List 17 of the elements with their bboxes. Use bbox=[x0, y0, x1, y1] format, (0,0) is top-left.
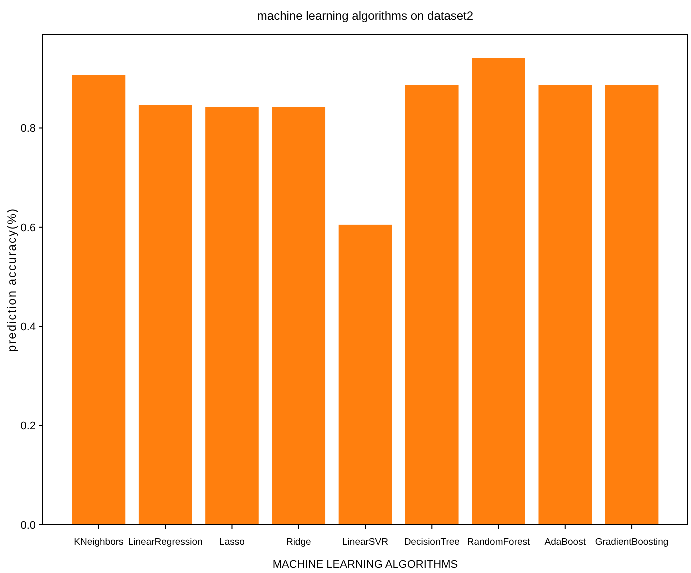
x-tick-label: RandomForest bbox=[467, 537, 531, 548]
x-tick-label: Ridge bbox=[286, 537, 312, 548]
x-tick-label: AdaBoost bbox=[544, 537, 586, 548]
y-tick-label: 0.4 bbox=[20, 321, 36, 334]
x-tick-label: LinearSVR bbox=[342, 537, 389, 548]
x-axis-title: MACHINE LEARNING ALGORITHMS bbox=[272, 559, 458, 571]
y-tick-label: 0.0 bbox=[20, 520, 36, 532]
x-tick-label: GradientBoosting bbox=[595, 537, 669, 548]
chart-title: machine learning algorithms on dataset2 bbox=[257, 9, 474, 23]
x-tick-label: LinearRegression bbox=[128, 537, 203, 548]
x-tick-label: KNeighbors bbox=[74, 537, 124, 548]
y-tick-label: 0.6 bbox=[20, 222, 36, 234]
y-tick-label: 0.2 bbox=[20, 420, 36, 433]
x-tick-label: DecisionTree bbox=[404, 537, 460, 548]
x-tick-label: Lasso bbox=[220, 537, 245, 548]
y-axis-title: prediction accuracy(%) bbox=[5, 208, 19, 352]
y-tick-label: 0.8 bbox=[20, 123, 36, 136]
